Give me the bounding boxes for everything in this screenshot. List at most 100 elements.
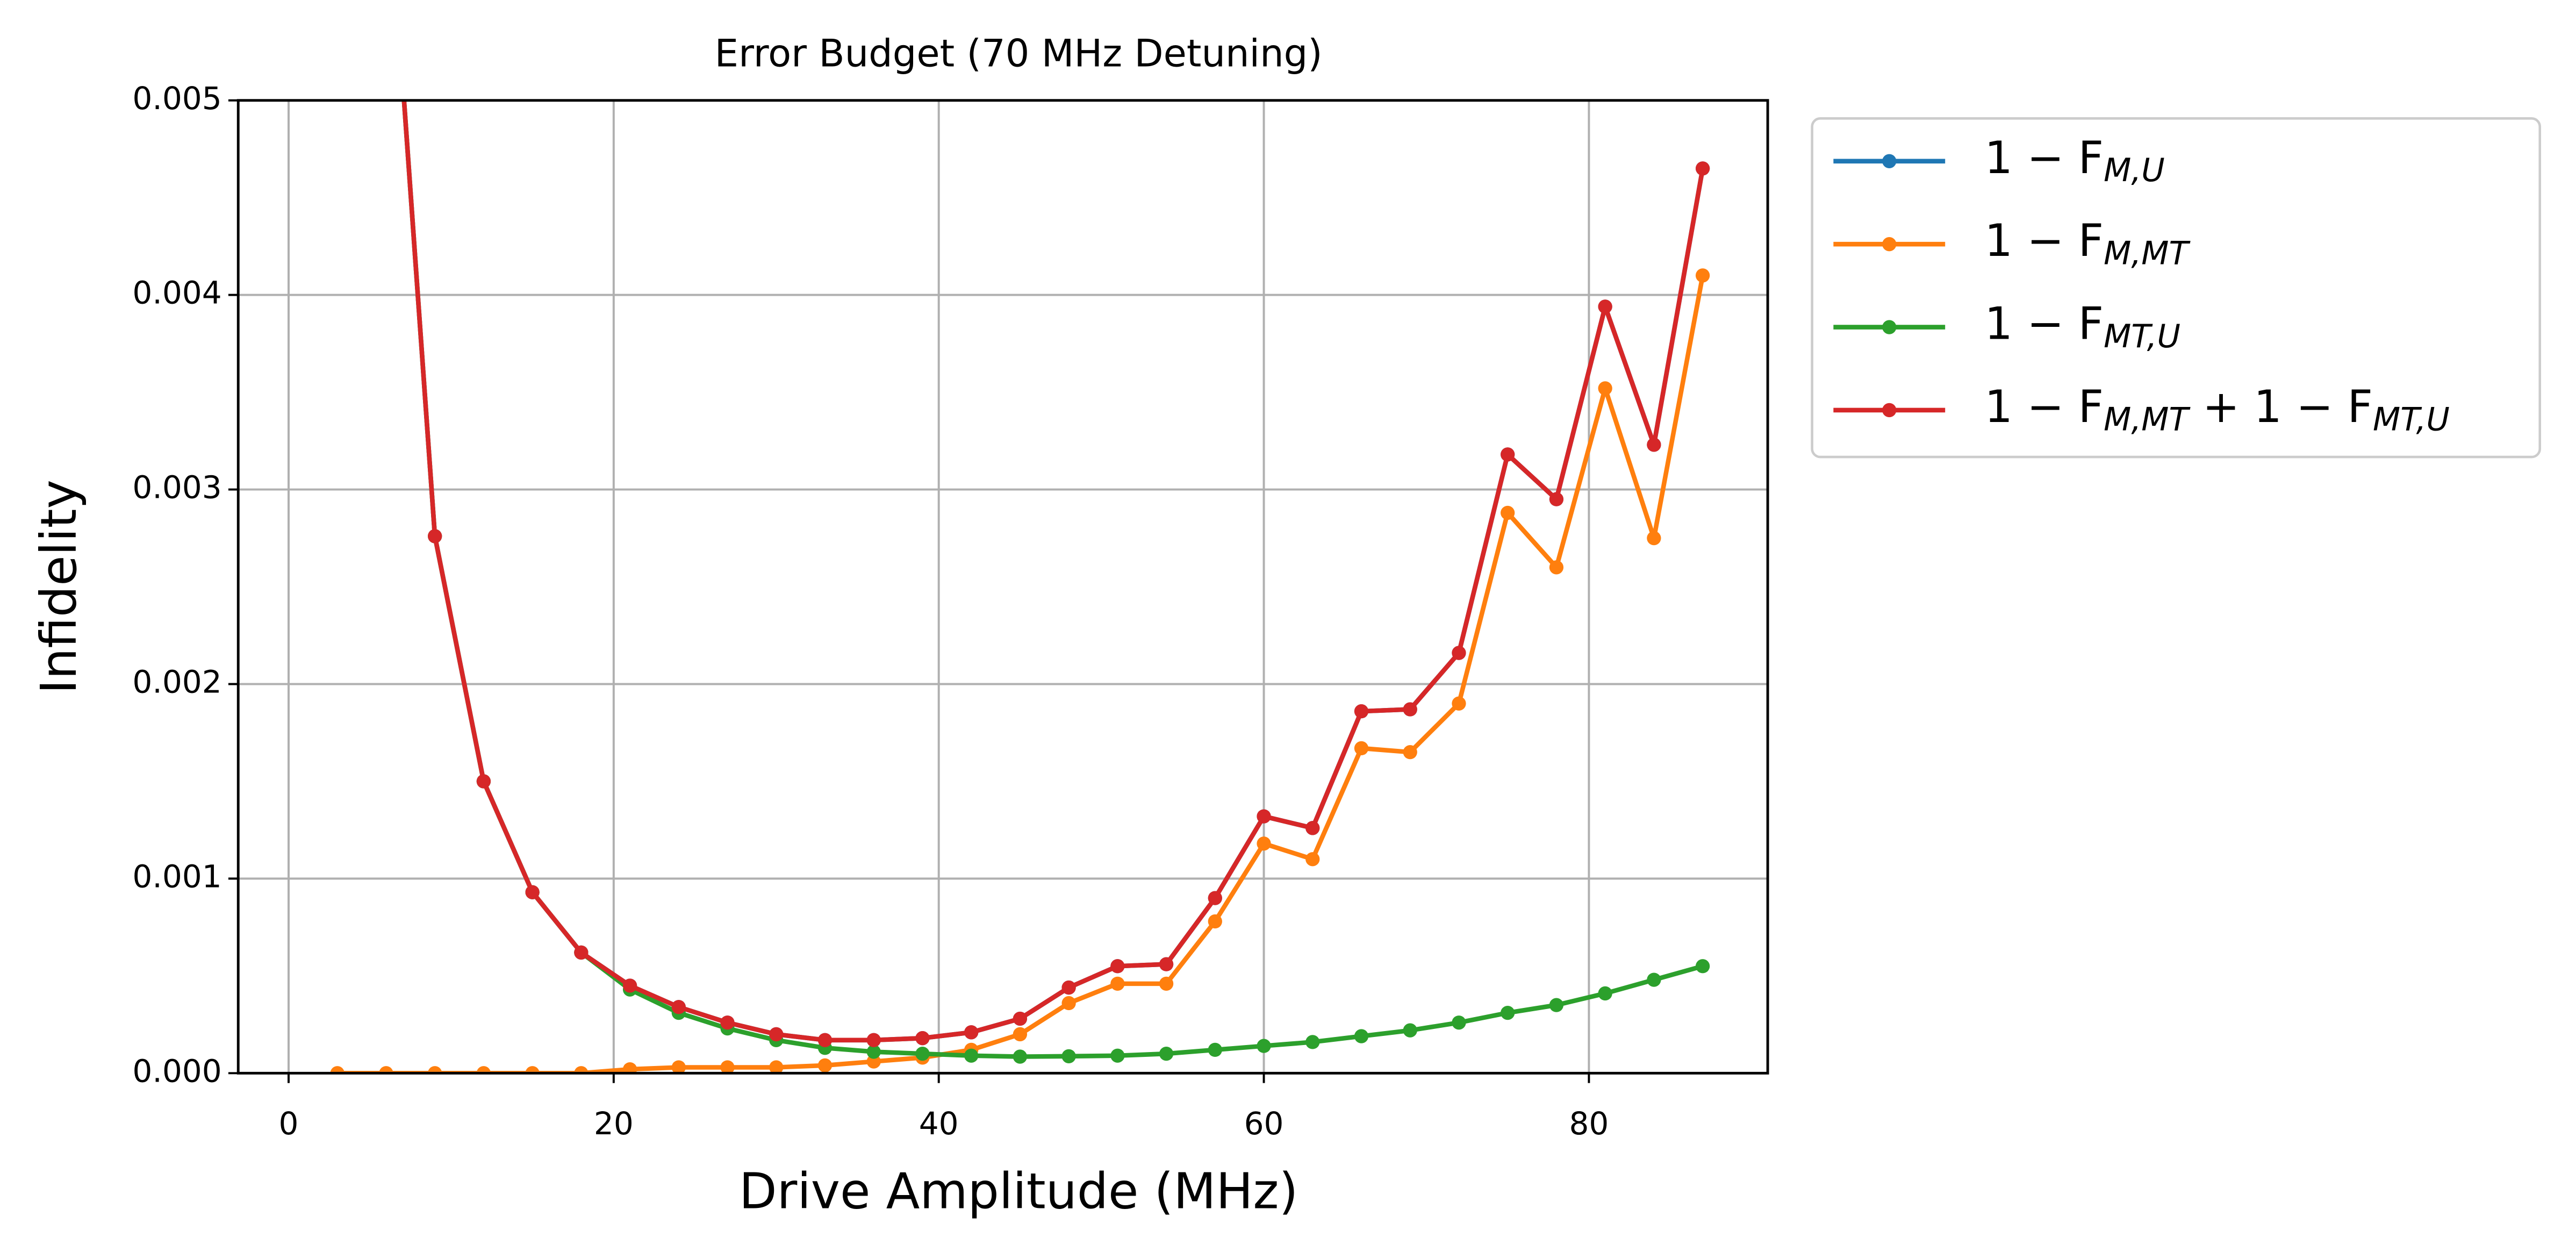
data-point <box>330 1066 345 1074</box>
data-point <box>1501 505 1515 520</box>
data-point <box>1501 1005 1515 1020</box>
data-point <box>1403 702 1417 717</box>
legend-label: 1 − FMT,U​ <box>1985 298 2180 355</box>
data-point <box>1159 1046 1174 1061</box>
data-point <box>1257 809 1271 824</box>
data-point <box>428 1066 442 1074</box>
series-line <box>337 275 1705 1074</box>
legend: 1 − FM,U​ 1 − FM,MT​ 1 − FMT,U​ 1 − FM,MT​ … <box>1811 117 2542 459</box>
data-point <box>866 1033 881 1047</box>
data-point <box>574 1066 589 1074</box>
y-tick-label: 0.001 <box>132 859 221 895</box>
legend-marker <box>1882 320 1897 334</box>
plot-area <box>330 100 1710 1074</box>
data-point <box>1354 741 1369 756</box>
data-point <box>866 1054 881 1069</box>
data-point <box>622 1062 637 1074</box>
data-point <box>964 1025 979 1040</box>
data-point <box>671 1060 686 1074</box>
data-point <box>1403 1023 1417 1038</box>
data-point <box>1110 1048 1125 1063</box>
data-point <box>1695 161 1710 176</box>
y-tick-label: 0.000 <box>132 1053 221 1089</box>
data-point <box>1257 1039 1271 1053</box>
data-point <box>1647 438 1661 452</box>
data-point <box>1695 268 1710 283</box>
x-tick-label: 80 <box>1569 1105 1609 1142</box>
data-point <box>1013 1027 1028 1042</box>
data-point <box>1549 998 1564 1012</box>
data-point <box>1061 996 1076 1011</box>
legend-label: 1 − FM,MT​ + 1 − FMT,U​ <box>1985 381 2450 438</box>
data-point <box>1354 704 1369 719</box>
x-axis-label: Drive Amplitude (MHz) <box>739 1162 1298 1220</box>
data-point <box>866 1045 881 1059</box>
data-point <box>1013 1049 1028 1064</box>
data-point <box>1305 852 1320 867</box>
data-point <box>1159 976 1174 991</box>
legend-marker <box>1882 154 1897 168</box>
legend-marker <box>1882 237 1897 252</box>
data-point <box>1549 492 1564 506</box>
x-tick-label: 20 <box>594 1105 634 1142</box>
data-point <box>1501 447 1515 462</box>
x-tick-label: 0 <box>279 1105 299 1142</box>
grid <box>238 99 1768 1075</box>
ticks: 0 20 40 60 80 0.000 0.001 0.002 0.003 0.004 0.005 <box>132 80 1609 1142</box>
data-point <box>817 1033 833 1047</box>
data-point <box>1598 986 1612 1001</box>
data-point <box>1549 560 1564 575</box>
data-point <box>964 1048 979 1063</box>
data-point <box>1305 821 1320 835</box>
data-point <box>1110 976 1125 991</box>
data-point <box>769 1060 784 1074</box>
data-point <box>1061 1049 1076 1063</box>
data-point <box>915 1031 930 1046</box>
data-point <box>428 529 442 543</box>
series-line <box>401 100 1704 1059</box>
data-point <box>1061 980 1076 995</box>
series-line <box>401 100 1705 1043</box>
legend-box <box>1811 117 2542 459</box>
data-point <box>379 1066 393 1074</box>
legend-label: 1 − FM,U​ <box>1985 132 2165 189</box>
data-point <box>1452 696 1466 711</box>
data-point <box>1208 1042 1222 1057</box>
data-point <box>720 1060 735 1074</box>
data-point <box>1110 959 1125 974</box>
series-line <box>401 100 1705 1043</box>
legend-label: 1 − FM,MT​ <box>1985 216 2191 273</box>
data-point <box>1598 381 1612 396</box>
data-point <box>1257 836 1271 851</box>
data-point <box>525 885 540 899</box>
data-point <box>1695 959 1710 974</box>
data-point <box>915 1046 930 1061</box>
data-point <box>1452 646 1466 660</box>
y-tick-label: 0.004 <box>132 275 221 311</box>
data-point <box>817 1058 833 1072</box>
x-tick-label: 40 <box>919 1105 959 1142</box>
data-point <box>622 978 637 993</box>
plot-frame <box>236 99 1769 1075</box>
x-tick-label: 60 <box>1244 1105 1284 1142</box>
data-point <box>1647 972 1661 987</box>
data-point <box>476 774 491 789</box>
data-point <box>1208 914 1222 929</box>
data-point <box>1647 531 1661 546</box>
data-point <box>525 1066 540 1074</box>
data-point <box>769 1027 784 1042</box>
data-point <box>476 1066 491 1074</box>
y-tick-label: 0.002 <box>132 664 221 700</box>
data-point <box>1354 1029 1369 1043</box>
chart-title: Error Budget (70 MHz Detuning) <box>715 32 1323 76</box>
data-point <box>671 1000 686 1014</box>
data-point <box>1159 957 1174 971</box>
data-point <box>1013 1011 1028 1026</box>
data-point <box>574 945 589 960</box>
y-axis-label: Infidelity <box>30 480 88 694</box>
y-tick-label: 0.003 <box>132 469 221 506</box>
data-point <box>720 1015 735 1030</box>
y-tick-label: 0.005 <box>132 80 221 117</box>
data-point <box>1208 891 1222 905</box>
